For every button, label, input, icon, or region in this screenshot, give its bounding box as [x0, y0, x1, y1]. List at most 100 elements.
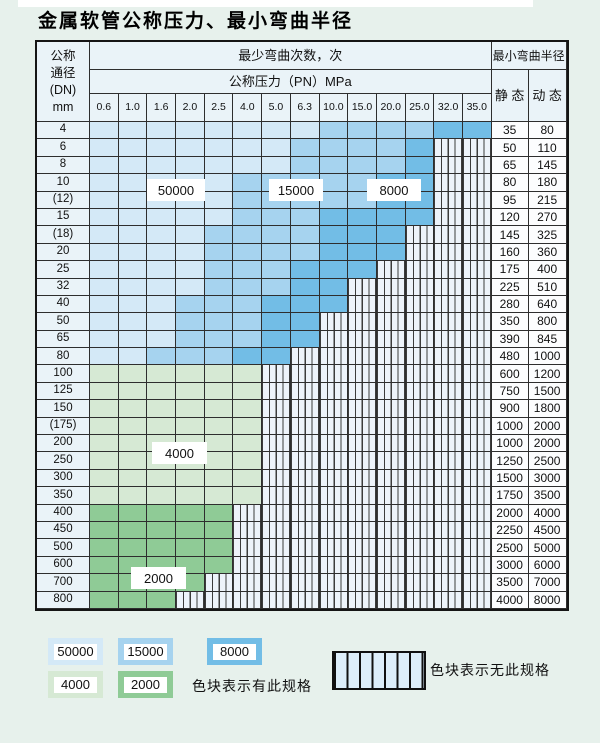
cycle-cell-nospec	[348, 295, 377, 314]
band-label-4000: 4000	[152, 442, 207, 464]
cycle-cell	[290, 295, 320, 314]
cycle-cell-nospec	[204, 574, 234, 592]
dn-cell: 25	[37, 261, 90, 279]
cycle-cell	[176, 295, 205, 314]
cycle-cell-nospec	[348, 591, 377, 609]
cycle-cell	[262, 348, 291, 366]
cycle-cell-nospec	[405, 435, 435, 453]
static-header-cell: 静 态	[491, 70, 529, 122]
dn-cell: 300	[37, 469, 90, 488]
cycle-cell	[262, 330, 291, 349]
cycle-cell	[262, 122, 291, 140]
cycle-cell-nospec	[233, 574, 263, 592]
legend-swatch-2000: 2000	[118, 671, 173, 698]
legend-swatch-label: 4000	[54, 676, 97, 693]
static-cell: 1000	[491, 417, 529, 436]
cycle-cell-nospec	[290, 487, 320, 505]
cycle-cell	[90, 295, 119, 314]
static-cell: 3000	[491, 556, 529, 575]
cycle-cell	[90, 278, 119, 296]
cycle-cell-nospec	[348, 313, 377, 331]
cycle-cell	[118, 348, 148, 366]
cycle-cell	[176, 139, 205, 157]
static-cell: 350	[491, 313, 529, 331]
cycle-cell	[233, 243, 263, 262]
cycle-cell-nospec	[462, 295, 492, 314]
cycle-cell	[176, 521, 205, 540]
cycle-cell	[233, 208, 263, 227]
cycle-cell-nospec	[462, 556, 492, 575]
cycle-cell	[176, 487, 205, 505]
static-cell: 480	[491, 348, 529, 366]
cycle-cell-nospec	[348, 400, 377, 418]
dynamic-cell: 4500	[528, 521, 567, 540]
cycle-cell	[90, 365, 119, 383]
cycle-cell-nospec	[319, 574, 349, 592]
pressure-value-cell: 2.0	[176, 94, 205, 122]
cycle-cell-nospec	[434, 400, 463, 418]
dynamic-cell: 3000	[528, 469, 567, 488]
scan-top-strip	[18, 0, 533, 7]
dynamic-cell: 2000	[528, 435, 567, 453]
cycle-cell-nospec	[462, 139, 492, 157]
cycle-cell	[233, 487, 263, 505]
cycle-cell-nospec	[434, 278, 463, 296]
cycle-cell-nospec	[262, 469, 291, 488]
dn-cell: 450	[37, 521, 90, 540]
cycle-cell-nospec	[319, 313, 349, 331]
cycle-cell-nospec	[319, 521, 349, 540]
cycle-cell-nospec	[462, 156, 492, 175]
cycle-cell-nospec	[290, 348, 320, 366]
cycle-cell	[118, 243, 148, 262]
cycle-cell-nospec	[376, 330, 406, 349]
dn-cell: (12)	[37, 191, 90, 209]
cycle-cell-nospec	[376, 348, 406, 366]
cycle-cell-nospec	[262, 400, 291, 418]
cycle-cell	[118, 435, 148, 453]
cycle-cell	[262, 243, 291, 262]
cycle-cell-nospec	[376, 365, 406, 383]
dn-cell: 500	[37, 539, 90, 557]
cycle-cell-nospec	[434, 295, 463, 314]
dn-cell: 32	[37, 278, 90, 296]
cycle-cell	[233, 174, 263, 192]
dn-cell: 50	[37, 313, 90, 331]
cycle-cell-nospec	[262, 452, 291, 470]
static-cell: 4000	[491, 591, 529, 609]
dynamic-cell: 640	[528, 295, 567, 314]
cycle-cell-nospec	[434, 348, 463, 366]
static-cell: 2500	[491, 539, 529, 557]
cycle-cell-nospec	[434, 382, 463, 401]
cycle-cell-nospec	[319, 435, 349, 453]
cycle-cell	[147, 348, 177, 366]
cycle-cell-nospec	[376, 521, 406, 540]
cycle-cell	[319, 278, 349, 296]
dynamic-cell: 1800	[528, 400, 567, 418]
cycle-cell	[118, 591, 148, 609]
dn-cell: 4	[37, 122, 90, 140]
cycle-cell	[262, 156, 291, 175]
cycle-cell-nospec	[462, 487, 492, 505]
cycle-cell	[118, 539, 148, 557]
cycle-cell	[204, 348, 234, 366]
cycle-cell	[204, 400, 234, 418]
cycle-cell-nospec	[462, 243, 492, 262]
cycle-cell-nospec	[376, 261, 406, 279]
cycle-cell-nospec	[462, 435, 492, 453]
pressure-header-cell: 公称压力（PN）MPa	[90, 70, 492, 94]
cycle-cell-nospec	[290, 382, 320, 401]
cycle-cell	[147, 261, 177, 279]
dn-header-cell: 公称 通径 (DN) mm	[37, 42, 90, 122]
cycle-cell	[233, 122, 263, 140]
cycle-cell	[90, 556, 119, 575]
cycle-cell-nospec	[462, 591, 492, 609]
cycle-cell-nospec	[376, 382, 406, 401]
cycle-cell	[204, 487, 234, 505]
dynamic-cell: 360	[528, 243, 567, 262]
cycle-cell	[348, 226, 377, 244]
cycle-cell	[204, 556, 234, 575]
cycle-cell	[176, 365, 205, 383]
static-cell: 2250	[491, 521, 529, 540]
cycle-cell-nospec	[290, 417, 320, 436]
static-cell: 80	[491, 174, 529, 192]
